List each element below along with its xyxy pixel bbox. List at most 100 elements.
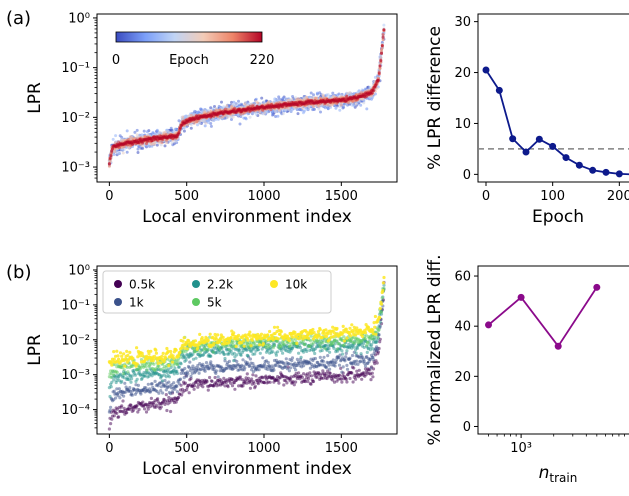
data-point xyxy=(169,409,173,414)
data-point xyxy=(206,388,210,392)
data-point xyxy=(379,56,383,60)
data-point xyxy=(180,393,184,397)
data-point xyxy=(131,408,136,412)
data-point xyxy=(213,105,216,108)
data-point xyxy=(160,141,164,145)
data-point xyxy=(218,116,222,120)
data-point xyxy=(130,393,134,397)
data-point xyxy=(155,128,159,132)
data-point xyxy=(535,135,543,143)
data-point xyxy=(294,371,298,376)
data-point xyxy=(187,366,191,370)
data-point xyxy=(182,129,186,133)
data-point xyxy=(312,93,315,97)
data-point xyxy=(188,360,192,364)
data-point xyxy=(301,111,305,115)
data-point xyxy=(136,147,140,151)
data-point xyxy=(189,374,193,378)
data-point xyxy=(170,390,175,394)
data-point xyxy=(254,112,258,116)
data-point xyxy=(110,417,114,421)
data-point xyxy=(339,366,343,370)
data-point xyxy=(323,106,327,110)
data-point xyxy=(308,371,312,375)
data-point xyxy=(185,388,189,392)
data-point xyxy=(263,381,267,385)
data-point xyxy=(141,141,145,145)
data-point xyxy=(254,97,258,101)
data-point xyxy=(378,66,382,70)
data-point xyxy=(230,100,233,104)
data-point xyxy=(115,387,119,391)
data-point xyxy=(226,115,230,119)
data-point xyxy=(238,108,242,112)
data-point xyxy=(230,384,235,388)
data-point xyxy=(177,131,181,135)
data-point xyxy=(271,113,274,117)
data-point xyxy=(144,410,149,414)
data-point xyxy=(116,394,120,398)
data-point xyxy=(113,150,117,154)
data-point xyxy=(248,115,252,119)
data-point xyxy=(238,375,243,379)
data-point xyxy=(222,376,226,380)
data-point xyxy=(159,405,163,409)
data-point xyxy=(133,130,137,134)
data-point xyxy=(192,109,196,113)
data-point xyxy=(354,377,358,381)
data-point xyxy=(371,367,376,371)
data-point xyxy=(135,128,139,132)
data-point xyxy=(136,383,140,387)
data-point xyxy=(373,362,377,366)
data-point xyxy=(146,407,150,411)
x-tick-label: 1500 xyxy=(325,441,358,456)
data-point xyxy=(372,89,376,93)
data-point xyxy=(250,377,254,381)
data-point xyxy=(108,157,112,161)
data-point xyxy=(362,101,366,105)
data-point xyxy=(381,35,385,39)
data-point xyxy=(263,111,267,115)
data-point xyxy=(211,118,215,122)
data-point xyxy=(186,123,189,127)
data-point xyxy=(319,110,322,114)
data-point xyxy=(111,137,115,141)
data-point xyxy=(156,384,160,388)
data-point xyxy=(321,369,325,373)
data-point xyxy=(345,380,349,384)
data-point xyxy=(261,376,265,380)
data-point xyxy=(148,405,152,409)
data-point xyxy=(322,94,325,98)
data-point xyxy=(145,130,149,134)
data-point xyxy=(231,378,235,382)
data-point xyxy=(380,51,383,55)
data-point xyxy=(197,110,201,114)
data-point xyxy=(196,123,199,127)
data-point xyxy=(152,142,156,146)
data-point xyxy=(602,168,610,176)
data-point xyxy=(245,381,249,385)
data-point xyxy=(175,390,179,394)
data-point xyxy=(137,407,141,412)
data-point xyxy=(303,379,308,384)
data-point xyxy=(189,113,193,117)
data-point xyxy=(203,124,207,128)
data-point xyxy=(254,374,258,378)
data-point xyxy=(210,379,214,383)
data-point xyxy=(336,93,339,97)
data-point xyxy=(379,59,383,63)
data-point xyxy=(183,381,188,385)
data-point xyxy=(230,118,233,121)
data-point xyxy=(302,372,306,376)
data-point xyxy=(128,386,132,390)
data-point xyxy=(369,378,373,382)
data-point xyxy=(549,142,557,150)
data-point xyxy=(184,114,188,118)
data-point xyxy=(350,371,354,375)
data-point xyxy=(165,141,169,145)
data-point xyxy=(208,375,212,380)
data-point xyxy=(135,133,139,137)
data-point xyxy=(374,82,378,86)
data-point xyxy=(253,384,257,388)
